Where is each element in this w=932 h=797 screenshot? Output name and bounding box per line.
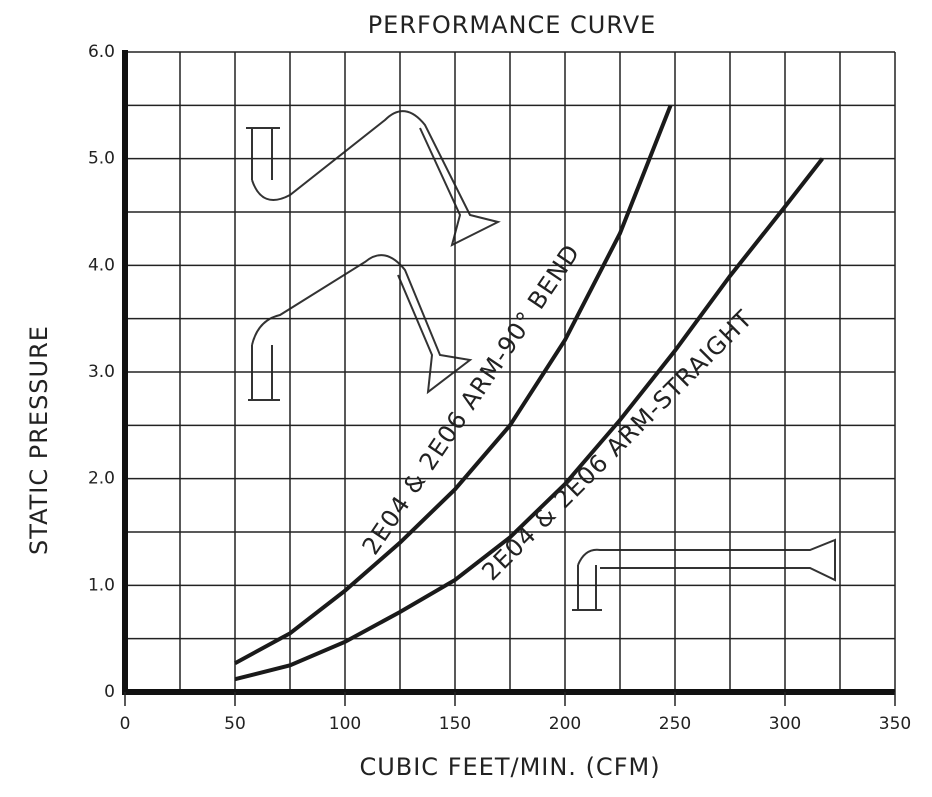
x-tick-label: 0 <box>120 714 131 734</box>
y-tick-label: 2.0 <box>88 469 115 489</box>
y-tick-label: 4.0 <box>88 255 115 275</box>
x-tick-label: 150 <box>439 714 471 734</box>
series-line <box>234 104 673 665</box>
x-tick-label: 250 <box>659 714 691 734</box>
x-tick-label: 200 <box>549 714 581 734</box>
chart-title: PERFORMANCE CURVE <box>368 11 657 39</box>
y-tick-label: 0 <box>104 682 115 702</box>
x-tick-label: 300 <box>769 714 801 734</box>
y-tick-label: 6.0 <box>88 42 115 62</box>
y-axis-label: STATIC PRESSURE <box>25 325 53 555</box>
x-axis-label: CUBIC FEET/MIN. (CFM) <box>359 753 660 781</box>
x-tick-label: 100 <box>329 714 361 734</box>
series-line <box>234 157 824 682</box>
y-tick-label: 1.0 <box>88 575 115 595</box>
x-tick-label: 50 <box>224 714 246 734</box>
y-tick-label: 3.0 <box>88 362 115 382</box>
x-tick-label: 350 <box>879 714 911 734</box>
y-tick-label: 5.0 <box>88 149 115 169</box>
